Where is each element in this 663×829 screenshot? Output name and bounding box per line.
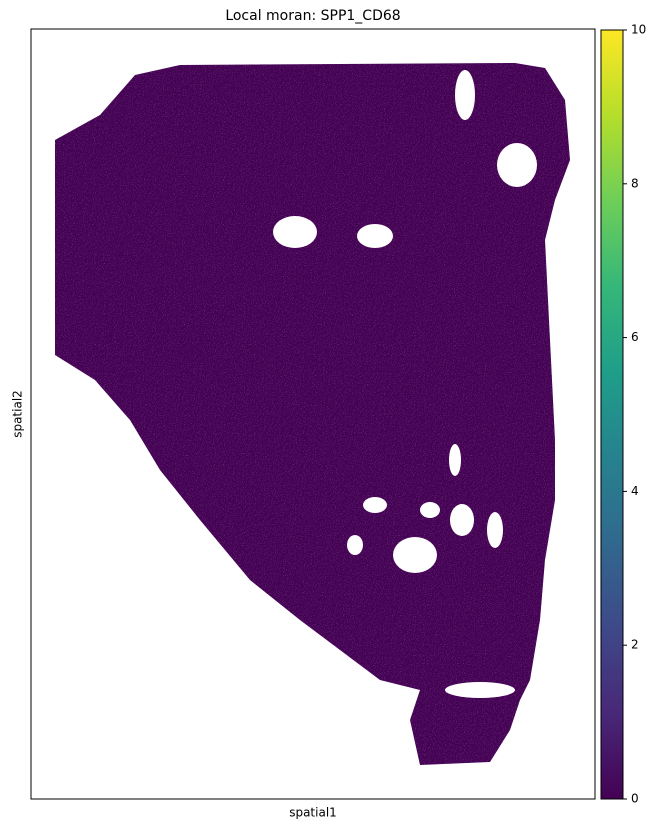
colorbar-tick-label: 6 xyxy=(631,330,639,344)
colorbar-tick-label: 0 xyxy=(631,792,639,806)
colorbar-tick-label: 2 xyxy=(631,638,639,652)
x-axis-label: spatial1 xyxy=(289,806,337,820)
chart-title: Local moran: SPP1_CD68 xyxy=(225,8,400,24)
colorbar-tick-label: 10 xyxy=(631,23,646,37)
colorbar-tick-label: 4 xyxy=(631,484,639,498)
plot-frame xyxy=(30,28,596,800)
y-axis-label: spatial2 xyxy=(11,390,25,438)
colorbar xyxy=(600,29,624,800)
colorbar-tick-label: 8 xyxy=(631,176,639,190)
tissue xyxy=(55,63,570,765)
